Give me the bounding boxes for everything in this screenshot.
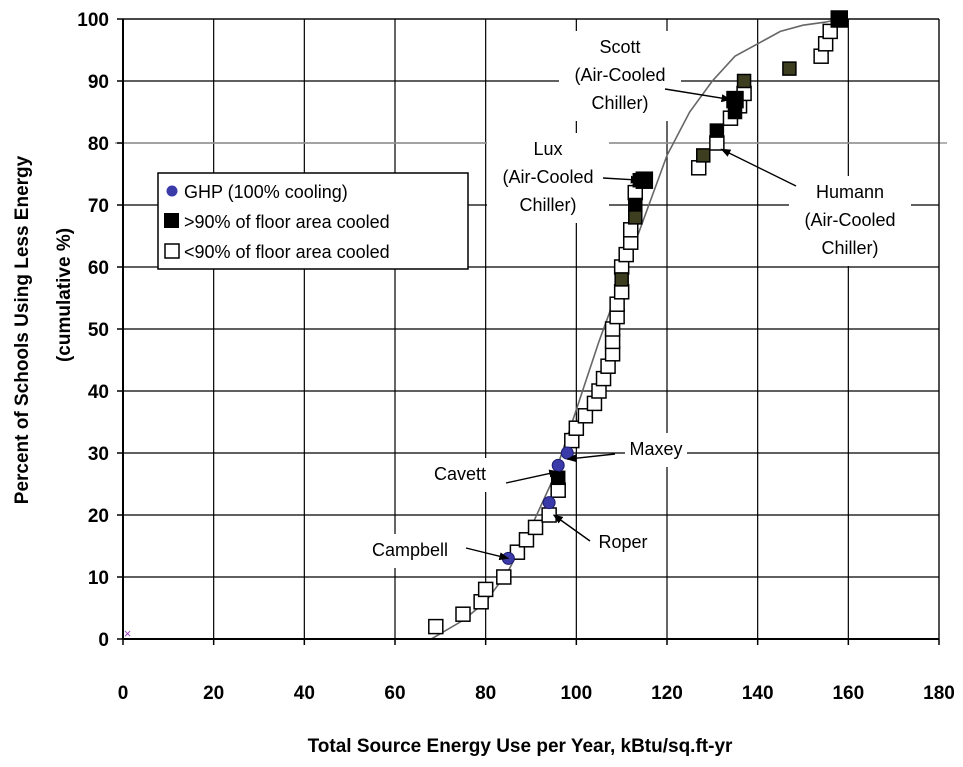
annotation-label-lux: Lux <box>533 139 562 159</box>
annotation-box-cavett <box>424 458 496 492</box>
under-90-cooled-point <box>496 569 512 585</box>
over-90-cooled-point <box>614 272 629 287</box>
y-tick-label: 0 <box>98 630 109 651</box>
annotation-label-humann: (Air-Cooled <box>804 210 895 230</box>
y-tick-label: 10 <box>88 568 109 589</box>
under-90-cooled-point <box>613 284 630 300</box>
under-90-cooled-point <box>477 581 494 598</box>
x-tick-label: 0 <box>118 683 129 704</box>
ghp-point <box>560 446 574 460</box>
annotations: Scott (Air-Cooled Chiller) Lux (Air-Cooled Ch… <box>364 31 911 568</box>
ghp-point <box>551 458 565 472</box>
legend-marker-over-90 <box>164 213 179 228</box>
annotation-arrow-campbell <box>465 547 510 561</box>
y-axis-title: Percent of Schools Using Less Energy <box>12 155 33 504</box>
under-90-cooled-point <box>568 420 585 436</box>
under-90-cooled-point <box>577 408 594 424</box>
annotation-arrow-humann <box>720 148 797 187</box>
over-90-cooled-point <box>782 61 797 76</box>
under-90-cooled-point <box>428 618 444 635</box>
x-tick-label: 140 <box>742 683 774 704</box>
x-tick-label: 40 <box>294 683 315 704</box>
annotation-label-scott: Scott <box>599 37 640 57</box>
y-tick-label: 80 <box>88 134 109 155</box>
annotation-box-lux <box>487 133 609 223</box>
y-tick-label: 90 <box>88 72 109 93</box>
under-90-cooled-point <box>690 160 707 176</box>
ghp-point <box>542 496 556 510</box>
x-tick-label: 100 <box>560 683 592 704</box>
x-tick-label: 20 <box>203 683 224 704</box>
over-90-cooled-point <box>736 73 752 89</box>
x-tick-label: 180 <box>923 683 955 704</box>
y-axis-subtitle: (cumulative %) <box>54 228 75 362</box>
under-90-cooled-point <box>527 519 544 536</box>
annotation-arrow-cavett <box>505 469 560 484</box>
annotation-box-maxey <box>625 433 687 467</box>
over-90-cooled-point <box>696 148 711 163</box>
annotation-box-humann <box>789 176 911 266</box>
y-tick-label: 60 <box>88 258 109 279</box>
annotation-label-lux: Chiller) <box>519 195 576 215</box>
annotation-box-campbell <box>364 534 456 568</box>
legend-marker-ghp <box>166 185 178 197</box>
annotation-label-humann: Humann <box>816 182 884 202</box>
under-90-cooled-point <box>550 482 566 498</box>
y-tick-label: 20 <box>88 506 109 527</box>
over-90-cooled-point <box>709 123 725 138</box>
annotation-arrow-scott <box>664 88 732 103</box>
data-points <box>428 10 849 635</box>
annotation-label-lux: (Air-Cooled <box>502 167 593 187</box>
annotation-arrow-roper <box>552 514 591 542</box>
under-90-cooled-point <box>455 606 471 622</box>
ghp-point <box>501 551 515 565</box>
annotation-label-scott: Chiller) <box>591 93 648 113</box>
legend: GHP (100% cooling) >90% of floor area coo… <box>157 172 469 270</box>
axes: 0 10 20 30 40 50 60 70 80 90 100 0 20 40 60 80 100 120 140… <box>77 10 955 704</box>
annotation-label-roper: Roper <box>598 532 647 552</box>
under-90-cooled-point <box>622 222 639 238</box>
under-90-cooled-point <box>518 532 535 548</box>
legend-marker-under-90 <box>164 243 180 259</box>
annotation-arrow-maxey <box>566 453 616 463</box>
under-90-cooled-point <box>822 23 838 40</box>
y-tick-label: 50 <box>88 320 109 341</box>
x-axis-title: Total Source Energy Use per Year, kBtu/s… <box>308 736 733 757</box>
annotation-label-cavett: Cavett <box>434 464 486 484</box>
annotation-label-campbell: Campbell <box>372 540 448 560</box>
origin-marker: × <box>124 626 132 641</box>
annotation-box-scott <box>559 31 681 121</box>
legend-box <box>157 172 469 270</box>
y-tick-label: 30 <box>88 444 109 465</box>
x-tick-label: 60 <box>384 683 405 704</box>
over-90-cooled-point <box>628 210 643 225</box>
over-90-cooled-point <box>628 197 643 213</box>
annotation-box-roper <box>592 526 654 560</box>
x-tick-label: 120 <box>651 683 683 704</box>
y-tick-label: 70 <box>88 196 109 217</box>
annotation-label-scott: (Air-Cooled <box>574 65 665 85</box>
annotation-arrow-lux <box>602 175 641 184</box>
x-tick-label: 80 <box>475 683 496 704</box>
legend-label: GHP (100% cooling) <box>184 182 348 202</box>
annotation-label-humann: Chiller) <box>821 238 878 258</box>
legend-label: <90% of floor area cooled <box>184 242 390 262</box>
y-tick-label: 100 <box>77 10 109 31</box>
y-tick-label: 40 <box>88 382 109 403</box>
annotation-label-maxey: Maxey <box>629 439 682 459</box>
under-90-cooled-point <box>709 135 725 151</box>
x-tick-label: 160 <box>832 683 864 704</box>
legend-label: >90% of floor area cooled <box>184 212 390 232</box>
